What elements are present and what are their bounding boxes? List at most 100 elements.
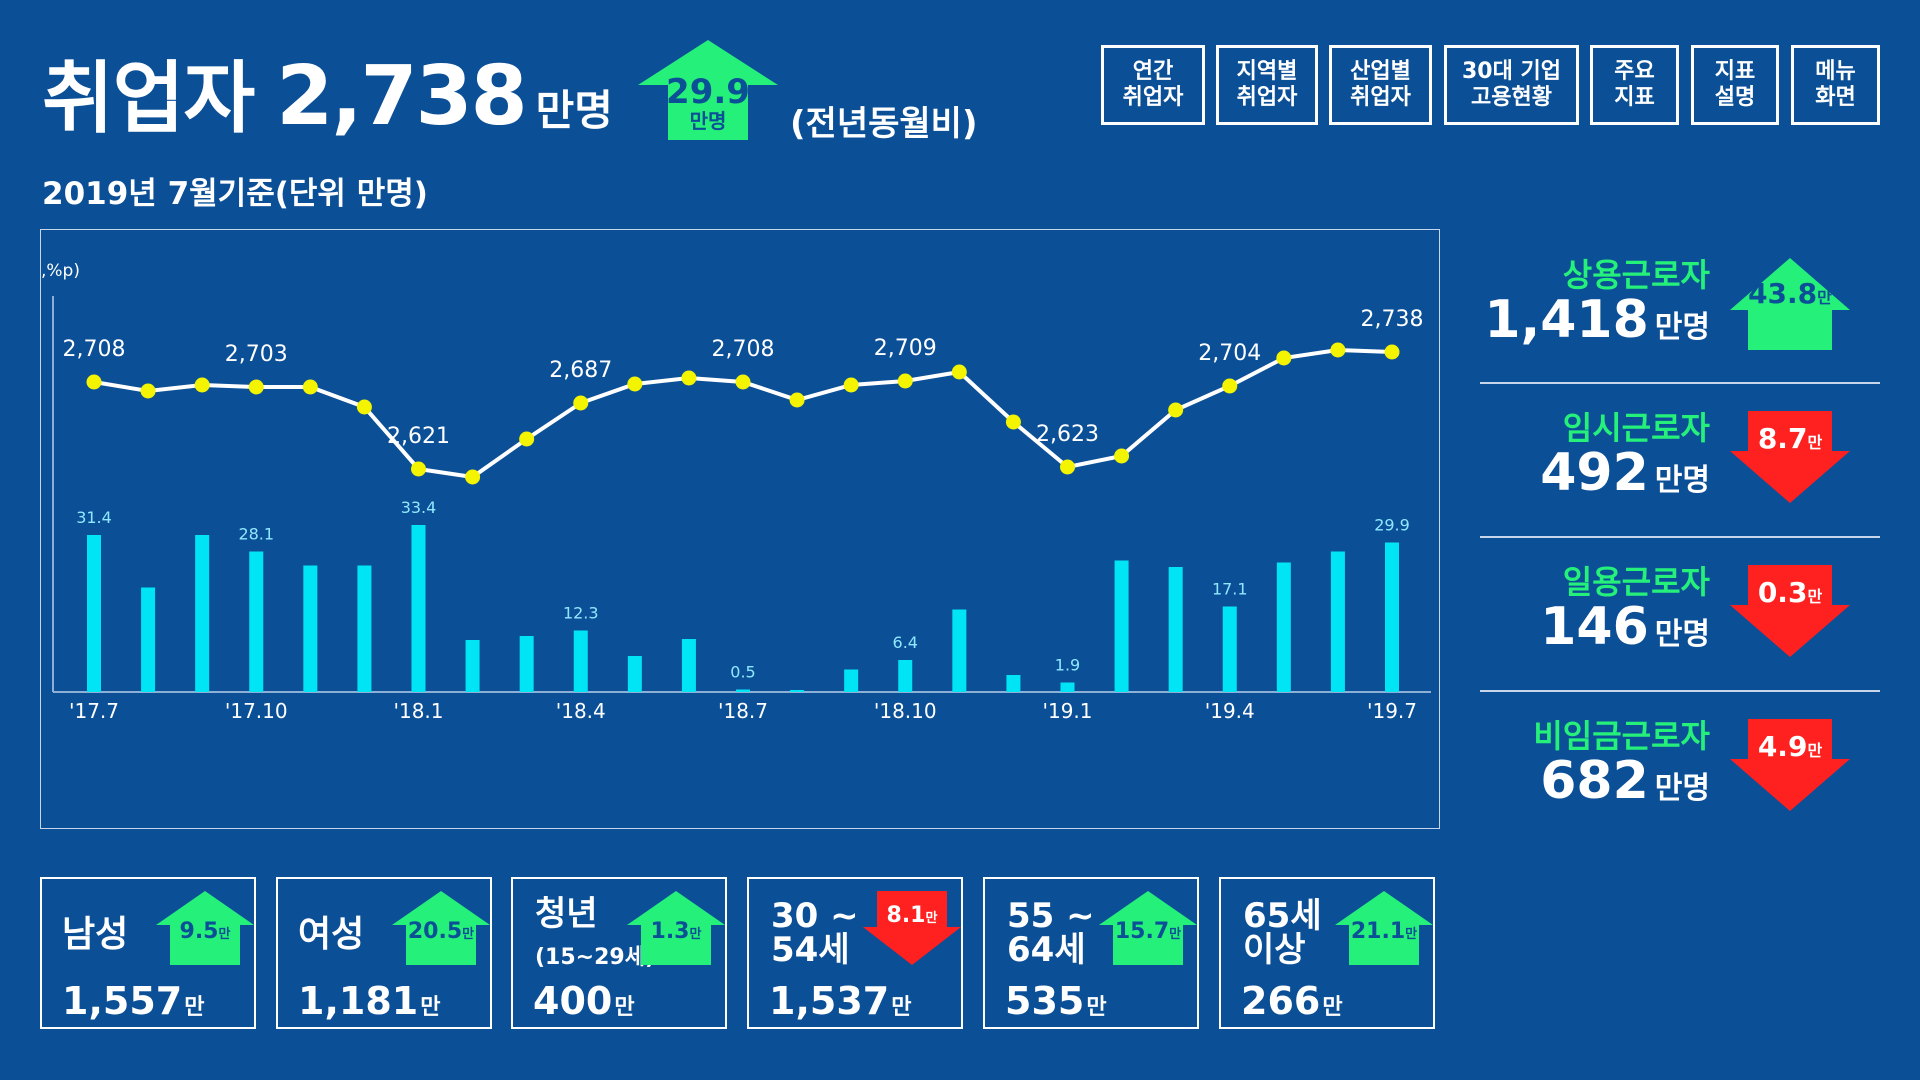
- bar-value-label-12: 0.5: [730, 663, 755, 682]
- side-stat-label: 상용근로자: [1562, 256, 1710, 294]
- bar-9: [573, 630, 588, 692]
- nav-regional-employed-button[interactable]: 지역별 취업자: [1216, 45, 1318, 125]
- line-point-11: [681, 370, 697, 386]
- card-unit: 만: [184, 995, 205, 1020]
- bar-13: [790, 690, 805, 692]
- card-female[interactable]: 여성 20.5 만 1,181 만: [276, 877, 492, 1029]
- card-age-30-54[interactable]: 30 ~ 54세 8.1 만 1,537 만: [747, 877, 963, 1029]
- side-stat-label: 일용근로자: [1562, 563, 1710, 601]
- nav-line1: 메뉴: [1815, 58, 1856, 84]
- nav-line1: 지표: [1714, 58, 1756, 84]
- card-unit: 만: [1322, 995, 1343, 1020]
- card-change-value: 8.1: [886, 903, 926, 928]
- line-point-9: [573, 395, 589, 411]
- nav-key-indicators-button[interactable]: 주요 지표: [1590, 45, 1679, 125]
- side-stat-unit: 만명: [1654, 617, 1710, 652]
- card-value: 1,537 만: [769, 979, 911, 1023]
- employed-change-unit: 만명: [689, 109, 727, 133]
- x-tick-label-21: '19.4: [1205, 699, 1255, 723]
- bar-22: [1276, 562, 1291, 692]
- line-point-6: [411, 461, 426, 477]
- side-stat-change: 43.8 만: [1730, 258, 1850, 350]
- side-stat-change-value: 8.7: [1757, 422, 1808, 455]
- nav-annual-employed-button[interactable]: 연간 취업자: [1101, 45, 1205, 125]
- side-divider: [1480, 382, 1880, 384]
- line-point-3: [248, 379, 264, 395]
- employed-change-arrow: 29.9 만명: [638, 40, 778, 140]
- card-value: 1,557 만: [62, 979, 204, 1023]
- bar-24: [1385, 542, 1399, 692]
- side-stat-daily: 일용근로자 146 만명 0.3 만: [1480, 547, 1880, 677]
- side-stat-value: 146 만명: [1540, 597, 1710, 657]
- employed-value: 2,738: [276, 49, 527, 144]
- employed-unit: 만명: [535, 86, 613, 135]
- card-youth[interactable]: 청년 (15~29세) 1.3 만 400 만: [511, 877, 727, 1029]
- bar-value-label-21: 17.1: [1212, 580, 1248, 599]
- line-point-14: [843, 377, 859, 393]
- bar-4: [303, 565, 318, 692]
- side-stat-label: 임시근로자: [1562, 409, 1710, 447]
- bar-2: [195, 535, 210, 692]
- nav-line1: 지역별: [1236, 58, 1298, 84]
- chart-panel: ,%p) 31.4 28.1 33.4 12.3 0.5 6.4 1.9 17.1 29.9 2…: [40, 229, 1440, 829]
- card-unit: 만: [614, 995, 635, 1020]
- card-change: 9.5 만: [156, 891, 254, 965]
- bar-7: [465, 640, 480, 692]
- side-stat-change-value: 0.3: [1757, 576, 1808, 609]
- card-label: 30 ~ 54세: [771, 896, 859, 970]
- line-point-8: [519, 431, 535, 447]
- card-label: 55 ~ 64세: [1007, 896, 1095, 970]
- side-stat-value: 1,418 만명: [1484, 290, 1710, 350]
- nav-top30-employment-button[interactable]: 30대 기업 고용현황: [1444, 45, 1579, 125]
- card-change-unit: 만: [925, 911, 938, 926]
- card-label: 여성: [298, 914, 365, 955]
- x-tick-label-15: '18.10: [874, 699, 937, 723]
- bar-5: [357, 565, 372, 692]
- line-point-18: [1060, 459, 1075, 475]
- card-value: 400 만: [533, 979, 635, 1023]
- side-stat-change: 0.3 만: [1730, 565, 1850, 657]
- card-male[interactable]: 남성 9.5 만 1,557 만: [40, 877, 256, 1029]
- bar-value-label-15: 6.4: [893, 633, 918, 652]
- side-stat-unit: 만명: [1654, 771, 1710, 806]
- nav-line2: 지표: [1614, 85, 1655, 110]
- line-point-7: [465, 469, 481, 485]
- card-age-55-64[interactable]: 55 ~ 64세 15.7 만 535 만: [983, 877, 1199, 1029]
- bar-23: [1330, 551, 1345, 692]
- line-point-1: [140, 383, 156, 399]
- card-value: 266 만: [1241, 979, 1343, 1023]
- card-change-unit: 만: [689, 927, 702, 942]
- employment-trend-chart: ,%p) 31.4 28.1 33.4 12.3 0.5 6.4 1.9 17.1 29.9 2…: [41, 261, 1431, 723]
- side-stat-change: 8.7 만: [1730, 411, 1850, 503]
- line-point-4: [302, 379, 318, 395]
- card-unit: 만: [891, 995, 912, 1020]
- side-stat-change-unit: 만: [1807, 433, 1823, 452]
- line-value-label-15: 2,709: [874, 336, 937, 361]
- nav-indicator-help-button[interactable]: 지표 설명: [1691, 45, 1779, 125]
- card-change-value: 21.1: [1350, 919, 1406, 944]
- card-number: 535: [1005, 979, 1085, 1023]
- side-stat-unit: 만명: [1654, 463, 1710, 498]
- line-point-20: [1168, 402, 1184, 418]
- card-age-65-plus[interactable]: 65세 이상 21.1 만 266 만: [1219, 877, 1435, 1029]
- card-change-value: 1.3: [650, 919, 690, 944]
- down-arrow-icon: [863, 891, 961, 965]
- nav-line1: 30대 기업: [1462, 58, 1561, 84]
- nav-menu-button[interactable]: 메뉴 화면: [1791, 45, 1880, 125]
- side-stat-temporary: 임시근로자 492 만명 8.7 만: [1480, 393, 1880, 523]
- card-change: 8.1 만: [863, 891, 961, 965]
- bar-10: [627, 656, 642, 692]
- bar-6: [411, 525, 426, 692]
- page-title: 취업자 2,738 만명: [42, 48, 613, 144]
- line-point-22: [1276, 350, 1292, 366]
- bar-3: [249, 551, 264, 692]
- nav-industry-employed-button[interactable]: 산업별 취업자: [1329, 45, 1432, 125]
- bar-0: [87, 535, 101, 692]
- line-point-5: [356, 399, 372, 415]
- side-stat-number: 682: [1540, 751, 1649, 811]
- bar-11: [681, 639, 696, 692]
- up-arrow-icon: [627, 891, 725, 965]
- line-point-24: [1384, 344, 1400, 360]
- yoy-note: (전년동월비): [790, 104, 978, 144]
- card-label: 남성: [62, 914, 129, 955]
